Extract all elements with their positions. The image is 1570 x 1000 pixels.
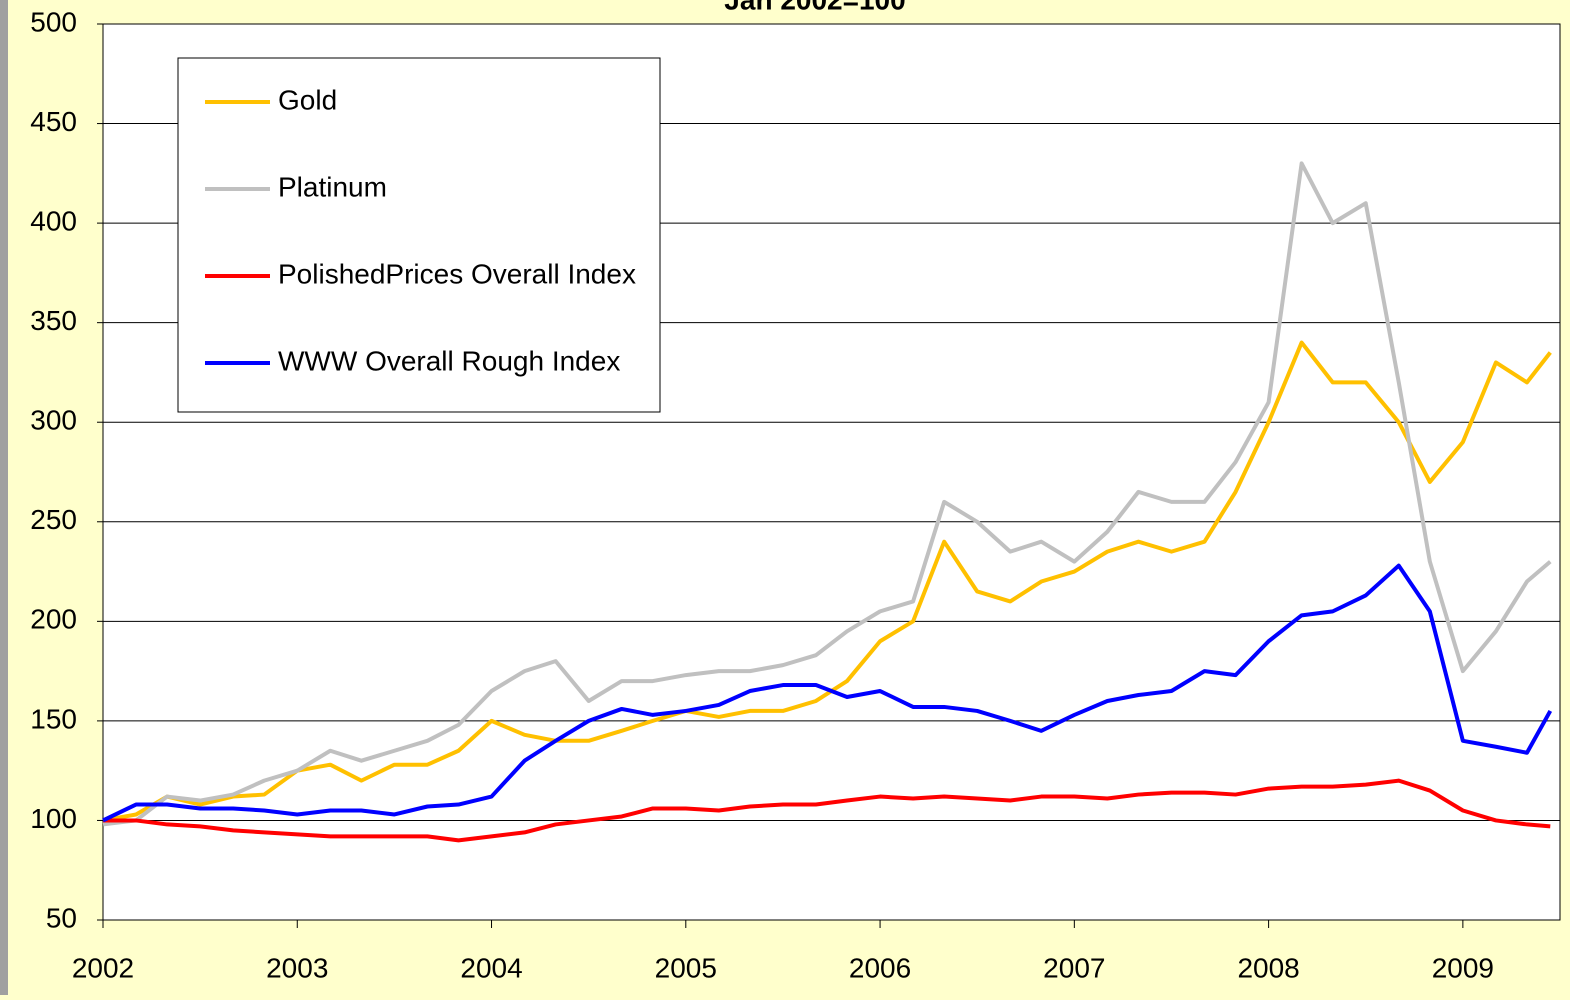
legend-label: Gold [278, 84, 337, 115]
side-strip [0, 0, 8, 995]
legend-label: WWW Overall Rough Index [278, 345, 620, 376]
legend-box [177, 57, 661, 413]
y-tick-label: 300 [30, 405, 77, 436]
x-tick-label: 2003 [266, 952, 328, 983]
y-tick-label: 50 [46, 902, 77, 933]
x-tick-label: 2002 [72, 952, 134, 983]
y-tick-label: 400 [30, 206, 77, 237]
chart-title: Jan 2002=100 [724, 0, 905, 15]
legend-label: Platinum [278, 171, 387, 202]
series-line [103, 778, 1551, 843]
y-tick-label: 200 [30, 604, 77, 635]
x-tick-label: 2007 [1043, 952, 1105, 983]
y-tick-label: 500 [30, 6, 77, 37]
x-tick-label: 2008 [1237, 952, 1299, 983]
y-tick-label: 150 [30, 703, 77, 734]
x-tick-label: 2006 [849, 952, 911, 983]
x-tick-label: 2009 [1432, 952, 1494, 983]
x-tick-label: 2005 [655, 952, 717, 983]
series-line [102, 161, 1552, 827]
legend-label: PolishedPrices Overall Index [278, 258, 636, 289]
y-tick-label: 350 [30, 305, 77, 336]
series-line [102, 563, 1553, 823]
y-tick-label: 450 [30, 106, 77, 137]
y-tick-label: 100 [30, 803, 77, 834]
y-tick-label: 250 [30, 504, 77, 535]
x-tick-label: 2004 [460, 952, 522, 983]
